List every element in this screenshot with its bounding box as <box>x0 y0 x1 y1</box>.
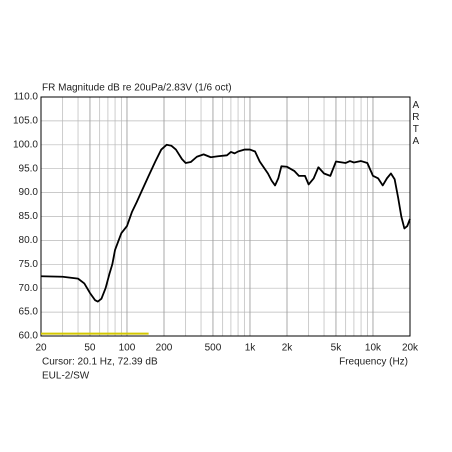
chart-title: FR Magnitude dB re 20uPa/2.83V (1/6 oct) <box>42 83 232 94</box>
x-tick-label: 20k <box>402 343 419 354</box>
y-tick-label: 100.0 <box>13 139 38 150</box>
footer: EUL-2/SW <box>42 371 90 382</box>
side-label: ARTA <box>410 100 421 148</box>
x-tick-label: 1k <box>245 343 257 354</box>
y-tick-label: 90.0 <box>19 187 39 198</box>
fr-curve <box>40 143 411 303</box>
x-tick-label: 500 <box>205 343 222 354</box>
y-tick-label: 70.0 <box>19 283 39 294</box>
x-tick-label: 50 <box>84 343 96 354</box>
x-tick-label: 100 <box>119 343 136 354</box>
x-tick-label: 2k <box>282 343 294 354</box>
x-tick-label: 5k <box>331 343 343 354</box>
plot-frame <box>40 96 411 337</box>
y-tick-label: 75.0 <box>19 259 39 270</box>
x-axis-label: Frequency (Hz) <box>339 357 408 368</box>
x-tick-label: 20 <box>35 343 47 354</box>
cursor-readout: Cursor: 20.1 Hz, 72.39 dB <box>42 357 158 368</box>
y-tick-label: 65.0 <box>19 307 39 318</box>
y-tick-label: 85.0 <box>19 211 39 222</box>
y-tick-label: 110.0 <box>14 92 39 103</box>
x-tick-label: 10k <box>365 343 382 354</box>
y-tick-label: 95.0 <box>19 163 39 174</box>
y-tick-label: 105.0 <box>13 116 38 127</box>
x-tick-label: 200 <box>156 343 173 354</box>
y-tick-label: 60.0 <box>19 331 39 342</box>
y-tick-label: 80.0 <box>19 235 39 246</box>
